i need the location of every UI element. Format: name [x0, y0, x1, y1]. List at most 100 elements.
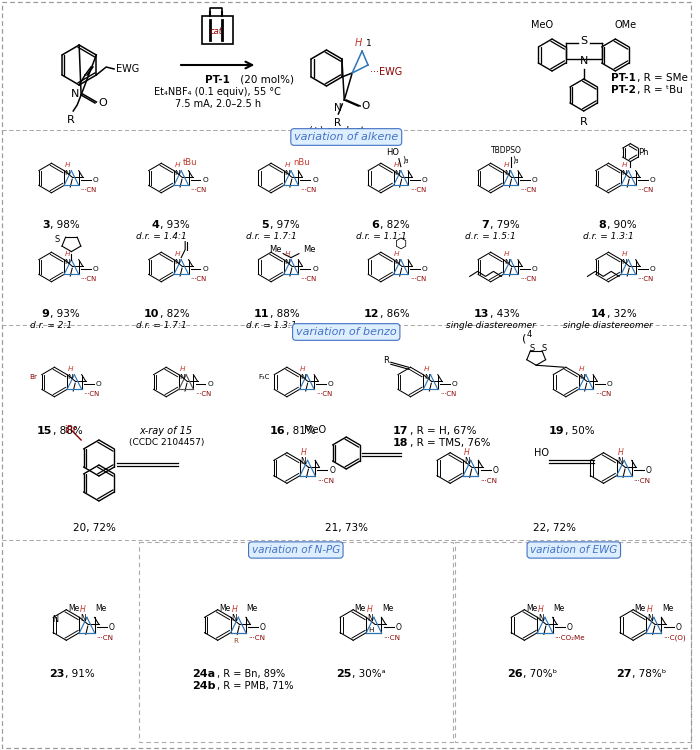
Text: O: O	[312, 266, 318, 272]
Text: 13: 13	[473, 309, 489, 319]
Text: d.r. = 2:1: d.r. = 2:1	[30, 321, 73, 330]
Text: d.r. = 1.3:1: d.r. = 1.3:1	[583, 232, 634, 241]
Text: ···CN: ···CN	[300, 188, 316, 194]
Text: , 30%ᵃ: , 30%ᵃ	[352, 669, 386, 679]
Text: O: O	[329, 466, 335, 475]
Text: ···CN: ···CN	[595, 392, 611, 398]
Text: O: O	[646, 466, 652, 475]
Text: 7.5 mA, 2.0–2.5 h: 7.5 mA, 2.0–2.5 h	[174, 99, 260, 109]
Text: N: N	[174, 260, 180, 266]
Text: N: N	[232, 614, 237, 623]
Text: O: O	[607, 381, 612, 387]
Text: O: O	[395, 622, 401, 632]
Text: N: N	[464, 458, 470, 466]
Text: 3: 3	[42, 220, 50, 230]
Text: H: H	[80, 605, 86, 614]
Text: ···CN: ···CN	[410, 188, 426, 194]
Text: MeO: MeO	[304, 425, 326, 435]
Text: ···CN: ···CN	[440, 392, 456, 398]
Text: , 93%: , 93%	[160, 220, 190, 230]
Text: N: N	[617, 458, 623, 466]
Text: , 79%: , 79%	[490, 220, 519, 230]
Text: ···CN: ···CN	[248, 634, 265, 640]
Text: Et₄NBF₄ (0.1 equiv), 55 °C: Et₄NBF₄ (0.1 equiv), 55 °C	[154, 87, 281, 97]
Text: Me: Me	[382, 604, 393, 613]
Text: H: H	[367, 605, 373, 614]
Text: ···CN: ···CN	[97, 634, 113, 640]
Text: 18: 18	[393, 438, 409, 448]
Text: , R = ᵗBu: , R = ᵗBu	[637, 85, 683, 95]
Text: ···CN: ···CN	[190, 188, 206, 194]
Text: H: H	[174, 251, 180, 257]
Text: O: O	[328, 381, 334, 387]
Text: 25: 25	[336, 669, 351, 679]
Text: d.r. = 1.7:1: d.r. = 1.7:1	[246, 232, 296, 241]
Text: N: N	[300, 374, 306, 380]
Bar	[202, 16, 234, 44]
Text: Me: Me	[635, 604, 646, 613]
Text: Me: Me	[526, 604, 537, 613]
Text: O: O	[422, 266, 428, 272]
Text: O: O	[532, 177, 538, 183]
Text: N: N	[579, 374, 584, 380]
Text: , 98%: , 98%	[50, 220, 80, 230]
Text: N: N	[52, 615, 58, 624]
Text: H: H	[174, 161, 180, 167]
Text: 24b: 24b	[193, 681, 216, 691]
Text: 19: 19	[548, 426, 564, 436]
Text: 14: 14	[591, 309, 606, 319]
Text: ···CN: ···CN	[190, 277, 206, 283]
Text: S: S	[530, 344, 535, 353]
Text: ···CN: ···CN	[634, 478, 651, 484]
Text: H: H	[504, 161, 510, 167]
Text: iPr: iPr	[64, 425, 77, 435]
Text: N: N	[80, 614, 86, 623]
Text: N: N	[174, 170, 180, 176]
Text: ···CO₂Me: ···CO₂Me	[554, 634, 585, 640]
Text: , 81%: , 81%	[286, 426, 316, 436]
Text: S: S	[580, 36, 587, 46]
Text: ···CN: ···CN	[300, 277, 316, 283]
Text: , 90%: , 90%	[608, 220, 637, 230]
Text: )₃: )₃	[402, 155, 409, 164]
Text: H: H	[300, 365, 306, 371]
Text: 12: 12	[363, 309, 379, 319]
Text: (CCDC 2104457): (CCDC 2104457)	[129, 438, 204, 447]
Text: O: O	[98, 98, 106, 108]
Text: O: O	[92, 177, 99, 183]
Text: H: H	[301, 448, 307, 458]
Text: N: N	[647, 614, 652, 623]
Text: H: H	[232, 605, 237, 614]
Text: N: N	[334, 103, 342, 113]
Text: 17: 17	[393, 426, 409, 436]
Text: N: N	[64, 260, 70, 266]
Text: 23: 23	[49, 669, 64, 679]
Text: N: N	[622, 170, 627, 176]
Text: N: N	[64, 170, 70, 176]
Text: H: H	[647, 605, 653, 614]
Text: TBDPSO: TBDPSO	[491, 146, 522, 154]
Text: O: O	[452, 381, 458, 387]
Text: (20 mol%): (20 mol%)	[237, 75, 295, 85]
Text: , R = TMS, 76%: , R = TMS, 76%	[410, 438, 490, 448]
Text: variation of alkene: variation of alkene	[294, 132, 398, 142]
Text: d.r. = 1.1:1: d.r. = 1.1:1	[356, 232, 406, 241]
Text: N: N	[301, 458, 307, 466]
Text: O: O	[493, 466, 498, 475]
Text: N: N	[504, 170, 510, 176]
Text: O: O	[96, 381, 101, 387]
Text: EWG: EWG	[116, 64, 139, 74]
Text: ···CN: ···CN	[410, 277, 426, 283]
Text: 10: 10	[144, 309, 160, 319]
Text: ···CN: ···CN	[80, 277, 97, 283]
Text: Me: Me	[95, 604, 106, 613]
Text: H: H	[394, 161, 400, 167]
Text: )₃: )₃	[512, 155, 519, 164]
Text: N: N	[284, 170, 290, 176]
Text: , 82%: , 82%	[160, 309, 190, 319]
Text: N: N	[179, 374, 185, 380]
Text: N: N	[504, 260, 510, 266]
Text: x-ray of 15: x-ray of 15	[139, 426, 193, 436]
Text: 20, 72%: 20, 72%	[73, 523, 116, 533]
Text: H: H	[622, 251, 627, 257]
